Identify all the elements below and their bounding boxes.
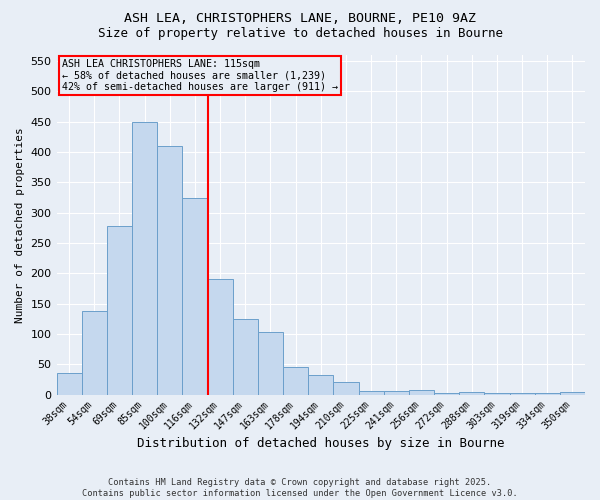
Bar [182, 198, 208, 394]
Bar [233, 319, 258, 394]
Y-axis label: Number of detached properties: Number of detached properties [15, 127, 25, 322]
Text: Size of property relative to detached houses in Bourne: Size of property relative to detached ho… [97, 28, 503, 40]
X-axis label: Distribution of detached houses by size in Bourne: Distribution of detached houses by size … [137, 437, 505, 450]
Bar [484, 393, 509, 394]
Bar [208, 280, 233, 394]
Bar [56, 374, 82, 394]
Bar [560, 392, 585, 394]
Text: ASH LEA, CHRISTOPHERS LANE, BOURNE, PE10 9AZ: ASH LEA, CHRISTOPHERS LANE, BOURNE, PE10… [124, 12, 476, 26]
Bar [107, 226, 132, 394]
Text: Contains HM Land Registry data © Crown copyright and database right 2025.
Contai: Contains HM Land Registry data © Crown c… [82, 478, 518, 498]
Text: ASH LEA CHRISTOPHERS LANE: 115sqm
← 58% of detached houses are smaller (1,239)
4: ASH LEA CHRISTOPHERS LANE: 115sqm ← 58% … [62, 59, 338, 92]
Bar [459, 392, 484, 394]
Bar [308, 374, 334, 394]
Bar [434, 393, 459, 394]
Bar [409, 390, 434, 394]
Bar [157, 146, 182, 394]
Bar [383, 391, 409, 394]
Bar [535, 393, 560, 394]
Bar [359, 391, 383, 394]
Bar [82, 311, 107, 394]
Bar [509, 393, 535, 394]
Bar [258, 332, 283, 394]
Bar [132, 122, 157, 394]
Bar [334, 382, 359, 394]
Bar [283, 368, 308, 394]
